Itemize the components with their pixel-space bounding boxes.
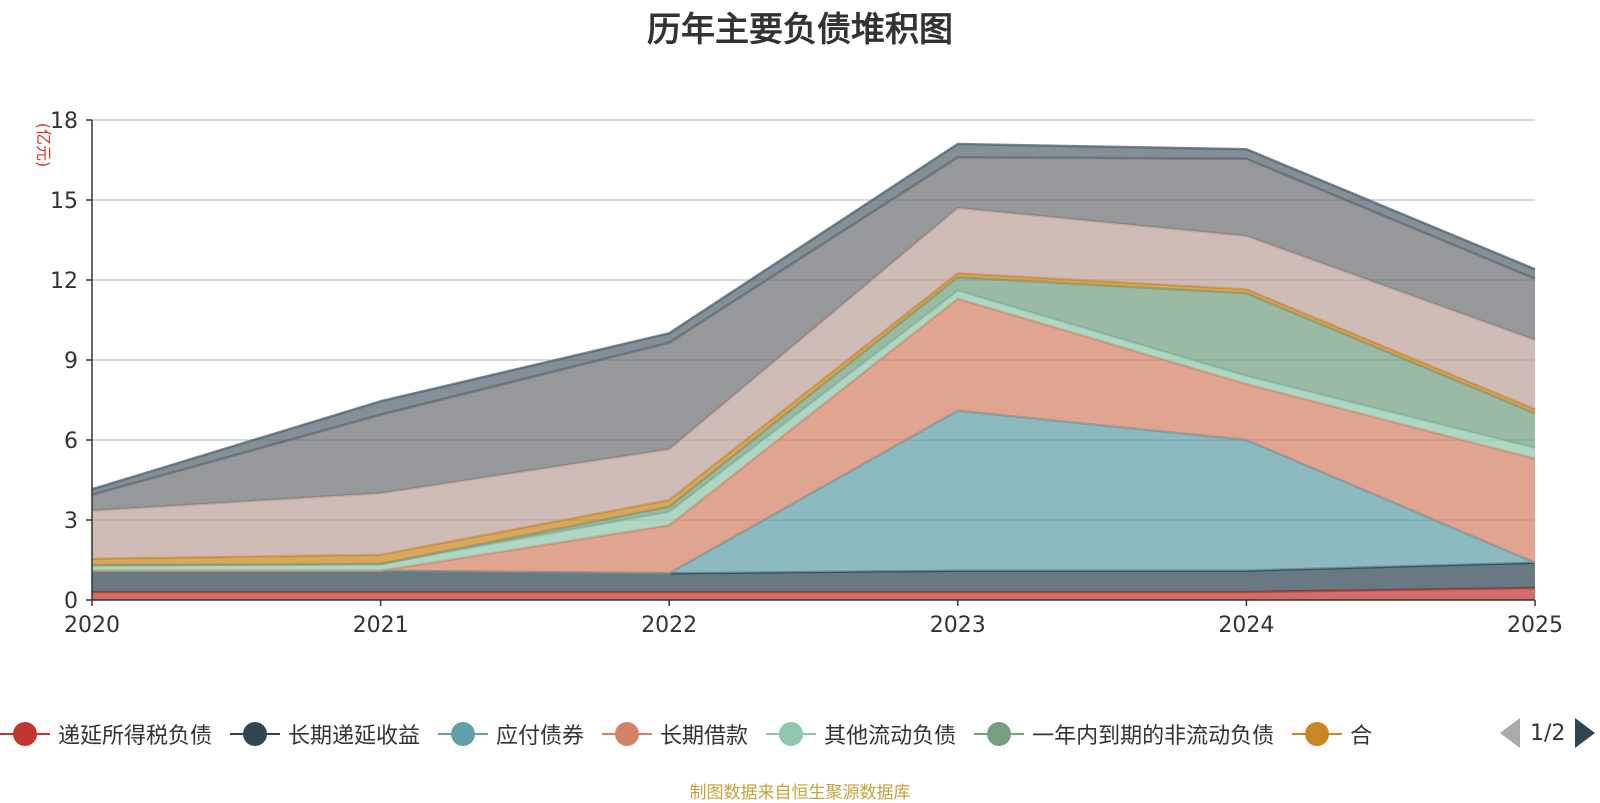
y-tick-label: 3 bbox=[64, 509, 78, 534]
legend-label: 一年内到期的非流动负债 bbox=[1032, 724, 1275, 749]
y-tick-label: 18 bbox=[50, 109, 78, 134]
y-tick-label: 15 bbox=[50, 189, 78, 214]
legend-marker-icon bbox=[438, 722, 489, 746]
area-series-0[interactable] bbox=[92, 588, 1535, 600]
x-tick-label: 2023 bbox=[930, 613, 986, 638]
legend-label: 应付债券 bbox=[496, 724, 585, 749]
legend-marker-icon bbox=[1292, 722, 1343, 746]
legend-page-indicator: 1/2 bbox=[1530, 720, 1566, 746]
axis-layer: 0 3 6 9 12 15 18 2020 2021 2022 2023 2024 2025 bbox=[50, 109, 1563, 638]
legend-marker-icon bbox=[974, 722, 1025, 746]
area-series-5[interactable] bbox=[92, 277, 1535, 566]
chart-title: 历年主要负债堆积图 bbox=[647, 10, 953, 50]
y-tick-label: 9 bbox=[64, 349, 78, 374]
legend-label: 其他流动负债 bbox=[824, 724, 957, 749]
legend-label: 递延所得税负债 bbox=[58, 724, 213, 749]
y-axis-unit-label: (亿元) bbox=[34, 123, 53, 168]
legend-marker-icon bbox=[230, 722, 281, 746]
y-tick-label: 0 bbox=[64, 589, 78, 614]
legend-label: 长期递延收益 bbox=[288, 724, 421, 749]
area-series-3[interactable] bbox=[92, 298, 1535, 574]
legend-item[interactable]: 长期借款 bbox=[602, 718, 748, 750]
y-tick-label: 12 bbox=[50, 269, 78, 294]
legend-item[interactable]: 应付债券 bbox=[438, 718, 584, 750]
area-series-1[interactable] bbox=[92, 562, 1535, 592]
legend: 递延所得税负债 长期递延收益 应付债券 长期借款 其他流动负债 一年内到期的非流动负债 合 bbox=[0, 716, 1390, 752]
x-tick-label: 2025 bbox=[1507, 613, 1563, 638]
area-series-7[interactable] bbox=[92, 208, 1535, 559]
legend-label: 合 bbox=[1350, 724, 1373, 749]
y-tick-label: 6 bbox=[64, 429, 78, 454]
series-line-9 bbox=[91, 142, 1536, 491]
legend-marker-icon bbox=[0, 722, 50, 746]
legend-item[interactable]: 其他流动负债 bbox=[766, 718, 956, 750]
legend-item[interactable]: 一年内到期的非流动负债 bbox=[974, 718, 1274, 750]
legend-marker-icon bbox=[766, 722, 817, 746]
x-tick-label: 2024 bbox=[1218, 613, 1274, 638]
legend-item[interactable]: 合 bbox=[1292, 718, 1372, 750]
data-source-note: 制图数据来自恒生聚源数据库 bbox=[689, 783, 911, 803]
x-tick-label: 2022 bbox=[641, 613, 697, 638]
x-tick-label: 2020 bbox=[64, 613, 120, 638]
legend-marker-icon bbox=[602, 722, 653, 746]
legend-prev-page-button[interactable] bbox=[1500, 718, 1520, 748]
x-tick-label: 2021 bbox=[353, 613, 409, 638]
legend-pager: 1/2 bbox=[1500, 718, 1596, 748]
legend-item[interactable]: 递延所得税负债 bbox=[0, 718, 212, 750]
area-series-4[interactable] bbox=[92, 290, 1535, 571]
legend-next-page-button[interactable] bbox=[1575, 718, 1596, 748]
area-series-8[interactable] bbox=[92, 157, 1535, 511]
legend-item[interactable]: 长期递延收益 bbox=[230, 718, 420, 750]
area-layer bbox=[91, 142, 1536, 600]
legend-label: 长期借款 bbox=[660, 724, 749, 749]
